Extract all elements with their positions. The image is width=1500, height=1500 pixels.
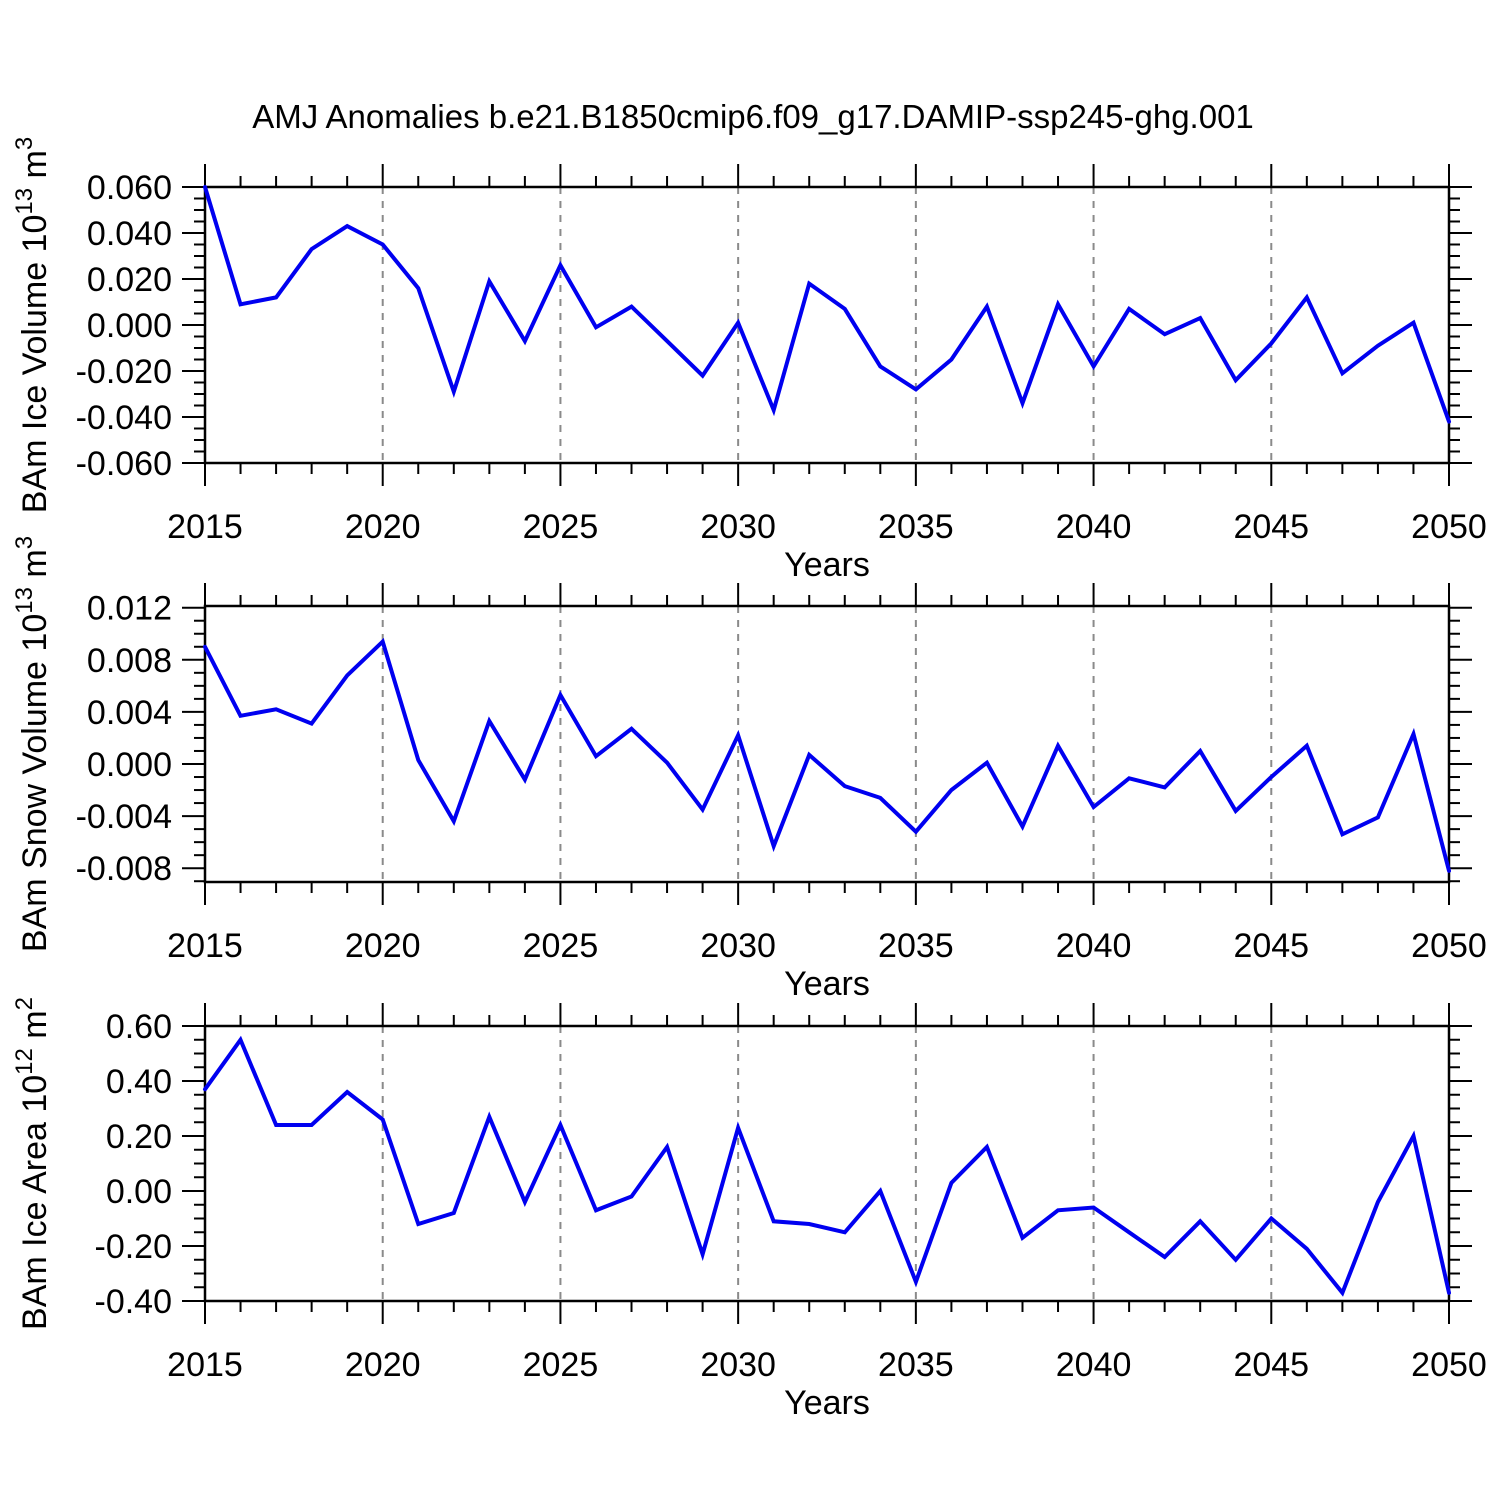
y-tick-label: -0.040 — [76, 399, 172, 437]
x-tick-label: 2025 — [523, 927, 599, 965]
x-tick-label: 2045 — [1233, 927, 1309, 965]
y-tick-label: 0.004 — [87, 694, 172, 732]
y-axis-title: BAm Snow Volume 1013 m3 — [11, 536, 54, 952]
x-tick-label: 2020 — [345, 927, 421, 965]
data-line-snow-volume — [203, 637, 1451, 873]
x-tick-label: 2030 — [700, 508, 776, 546]
x-axis-title: Years — [784, 965, 870, 1003]
x-tick-label: 2015 — [167, 927, 243, 965]
y-tick-label: 0.40 — [106, 1063, 172, 1101]
x-tick-label: 2030 — [700, 927, 776, 965]
y-tick-label: -0.020 — [76, 353, 172, 391]
x-axis-title: Years — [784, 546, 870, 584]
y-tick-label: -0.20 — [95, 1228, 173, 1266]
chart-title: AMJ Anomalies b.e21.B1850cmip6.f09_g17.D… — [252, 98, 1254, 135]
y-tick-label: 0.60 — [106, 1008, 172, 1046]
x-tick-label: 2035 — [878, 927, 954, 965]
y-tick-label: -0.004 — [76, 798, 172, 836]
y-tick-label: 0.00 — [106, 1173, 172, 1211]
panels-group: 0.060 0.040 0.020 0.000 -0.020 -0.040 -0.060 20… — [11, 137, 1487, 1422]
y-axis-title: BAm Ice Area 1012 m2 — [11, 997, 54, 1330]
panel-ice-volume: 0.060 0.040 0.020 0.000 -0.020 -0.040 -0.060 20… — [11, 137, 1487, 584]
x-axis-title: Years — [784, 1384, 870, 1422]
x-tick-label: 2050 — [1411, 927, 1487, 965]
plot-box — [203, 185, 1451, 465]
data-line-ice-area — [203, 1035, 1451, 1297]
x-tick-label: 2050 — [1411, 1346, 1487, 1384]
y-tick-label: 0.040 — [87, 215, 172, 253]
panel-ice-area: 0.60 0.40 0.20 0.00 -0.20 -0.40 2015 2020 2025 20… — [11, 997, 1487, 1422]
x-tick-label: 2015 — [167, 1346, 243, 1384]
x-tick-label: 2035 — [878, 1346, 954, 1384]
y-tick-label: -0.008 — [76, 850, 172, 888]
y-tick-label: 0.20 — [106, 1118, 172, 1156]
y-tick-label: 0.012 — [87, 590, 172, 628]
y-tick-label: -0.060 — [76, 445, 172, 483]
x-tick-label: 2045 — [1233, 1346, 1309, 1384]
x-tick-label: 2040 — [1056, 927, 1132, 965]
x-tick-label: 2035 — [878, 508, 954, 546]
x-tick-label: 2040 — [1056, 508, 1132, 546]
x-tick-label: 2015 — [167, 508, 243, 546]
x-tick-label: 2050 — [1411, 508, 1487, 546]
x-tick-label: 2025 — [523, 1346, 599, 1384]
x-tick-label: 2040 — [1056, 1346, 1132, 1384]
x-tick-label: 2030 — [700, 1346, 776, 1384]
panel-snow-volume: 0.012 0.008 0.004 0.000 -0.004 -0.008 2015 2020… — [11, 536, 1487, 1003]
data-line-ice-volume — [203, 185, 1451, 424]
y-tick-label: 0.000 — [87, 307, 172, 345]
y-tick-label: 0.000 — [87, 746, 172, 784]
plot-box — [203, 1024, 1451, 1303]
y-tick-label: 0.060 — [87, 169, 172, 207]
y-tick-label: -0.40 — [95, 1283, 173, 1321]
x-tick-label: 2020 — [345, 508, 421, 546]
plot-box — [203, 604, 1451, 884]
y-tick-label: 0.020 — [87, 261, 172, 299]
x-tick-label: 2020 — [345, 1346, 421, 1384]
y-axis-title: BAm Ice Volume 1013 m3 — [11, 137, 54, 513]
y-tick-label: 0.008 — [87, 642, 172, 680]
x-tick-label: 2025 — [523, 508, 599, 546]
x-tick-label: 2045 — [1233, 508, 1309, 546]
